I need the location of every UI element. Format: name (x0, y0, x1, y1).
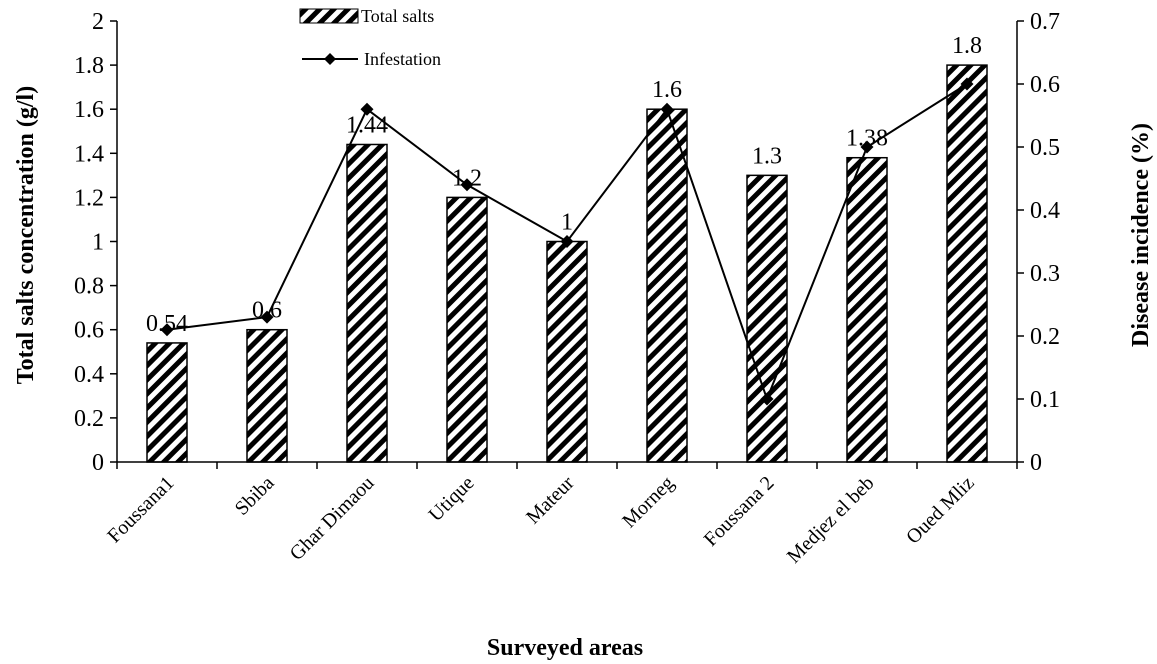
legend-marker-infestation (324, 53, 336, 65)
y-tick-label: 1.4 (74, 141, 104, 167)
legend-label-total-salts: Total salts (361, 6, 434, 26)
bar-data-label: 1.6 (652, 77, 682, 103)
bars-layer (146, 64, 988, 463)
bar-2 (346, 143, 388, 463)
x-category-label: Foussana 2 (700, 472, 779, 551)
bar-7 (846, 156, 888, 463)
infestation-marker-5 (660, 102, 674, 116)
bar-data-label: 1.44 (346, 112, 388, 138)
x-category-label: Foussana1 (103, 472, 178, 547)
x-category-label: Sbiba (231, 472, 279, 520)
y-tick-label: 0.2 (74, 406, 104, 432)
y2-tick-label: 0.6 (1030, 72, 1060, 98)
x-category-label: Medjez el beb (783, 472, 879, 568)
y-axis-title: Total salts concentration (g/l) (13, 86, 39, 384)
bar-data-label: 1.8 (952, 33, 982, 59)
bar-8 (946, 64, 988, 463)
y2-axis-title: Disease incidence (%) (1128, 123, 1154, 347)
x-category-label: Utique (424, 472, 478, 526)
y-tick-label: 0 (92, 450, 104, 476)
legend: Total salts Infestation (299, 6, 441, 69)
y-tick-label: 0.4 (74, 362, 104, 388)
bar-data-label: 1.38 (846, 126, 888, 152)
bar-1 (246, 328, 288, 463)
y2-tick-label: 0.2 (1030, 324, 1060, 350)
infestation-marker-3 (460, 178, 474, 192)
bar-3 (446, 196, 488, 463)
x-axis-title: Surveyed areas (487, 635, 643, 661)
y-tick-label: 1.6 (74, 97, 104, 123)
bar-data-label: 1.3 (752, 143, 782, 169)
y2-tick-label: 0.5 (1030, 135, 1060, 161)
y2-tick-label: 0.4 (1030, 198, 1060, 224)
y-tick-label: 0.6 (74, 318, 104, 344)
y-tick-label: 1 (92, 230, 104, 256)
y2-tick-label: 0.3 (1030, 261, 1060, 287)
infestation-marker-6 (760, 392, 774, 406)
y-tick-label: 2 (92, 9, 104, 35)
y-tick-label: 1.8 (74, 53, 104, 79)
bar-data-label: 0.54 (146, 311, 188, 337)
bar-data-label: 1 (561, 210, 573, 236)
bar-data-label: 1.2 (452, 165, 482, 191)
x-category-label: Mateur (522, 472, 579, 529)
infestation-marker-2 (360, 102, 374, 116)
labels-layer: 0.54 0.6 1.44 1.2 1 1.6 1.3 1.38 1.8 (146, 33, 982, 337)
y-tick-label: 0.8 (74, 274, 104, 300)
infestation-marker-4 (560, 235, 574, 248)
x-category-label: Oued Mliz (902, 472, 979, 549)
infestation-line-layer (160, 77, 974, 406)
bar-data-label: 0.6 (252, 298, 282, 324)
infestation-marker-1 (260, 310, 274, 324)
bar-5 (646, 108, 688, 463)
infestation-marker-7 (860, 140, 874, 154)
x-category-label: Ghar Dimaou (286, 472, 379, 565)
y2-tick-label: 0.7 (1030, 9, 1060, 35)
y-tick-label: 1.2 (74, 185, 104, 211)
bar-4 (546, 240, 588, 463)
x-category-label: Morneg (618, 472, 678, 532)
infestation-marker-8 (960, 77, 974, 91)
bar-0 (146, 342, 188, 463)
y2-tick-label: 0.1 (1030, 387, 1060, 413)
y2-tick-label: 0 (1030, 450, 1042, 476)
infestation-marker-0 (160, 323, 174, 337)
bar-6 (746, 174, 788, 463)
legend-swatch-total-salts (299, 8, 359, 24)
legend-label-infestation: Infestation (364, 49, 441, 69)
